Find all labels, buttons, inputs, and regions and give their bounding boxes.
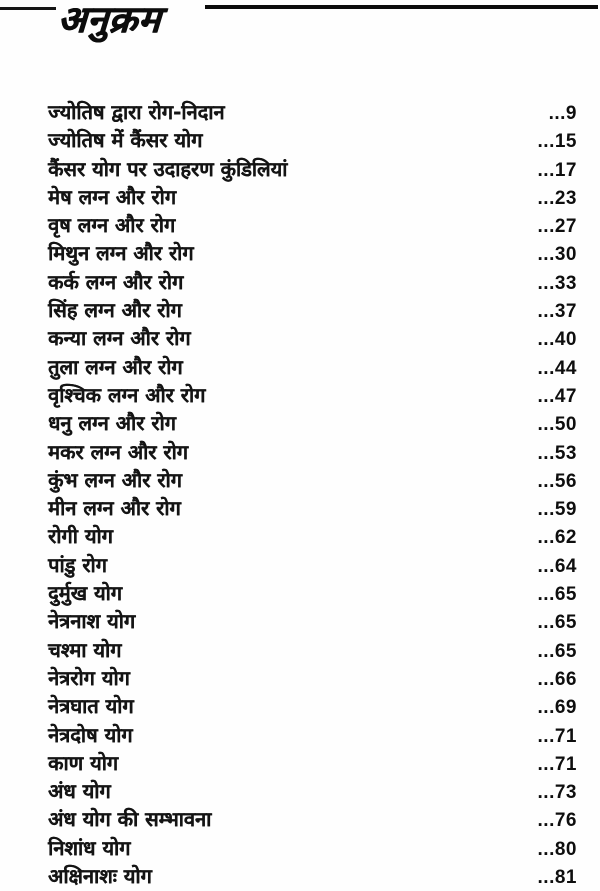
toc-entry: सिंह लग्न और रोग ...37 — [48, 297, 577, 325]
toc-entry: वृष लग्न और रोग ...27 — [48, 212, 577, 240]
toc-entry-page: ...50 — [537, 414, 577, 436]
toc-entry-label: अंध योग की सम्भावना — [48, 807, 212, 832]
toc-entry-label: चश्मा योग — [48, 637, 122, 662]
toc-entry: मीन लग्न और रोग ...59 — [48, 495, 577, 523]
toc-entry: अक्षिनाशः योग ...81 — [48, 863, 577, 891]
toc-entry-page: ...80 — [537, 838, 577, 860]
toc-entry: पांडु रोग ...64 — [48, 552, 577, 580]
toc-entry: मेष लग्न और रोग ...23 — [48, 184, 577, 212]
toc-entry: वृश्चिक लग्न और रोग ...47 — [48, 382, 577, 410]
toc-entry-page: ...59 — [537, 499, 577, 521]
toc-entry-label: वृष लग्न और रोग — [48, 213, 176, 238]
toc-entry-label: तुला लग्न और रोग — [48, 354, 183, 379]
toc-entry-label: अक्षिनाशः योग — [48, 864, 152, 889]
toc-entry-page: ...65 — [537, 584, 577, 606]
toc-list: ज्योतिष द्वारा रोग-निदान ...9 ज्योतिष मे… — [48, 99, 577, 891]
toc-entry-page: ...40 — [537, 329, 577, 351]
toc-entry-label: कन्या लग्न और रोग — [48, 326, 191, 351]
toc-entry-label: धनु लग्न और रोग — [48, 411, 176, 436]
toc-entry: नेत्रघात योग ...69 — [48, 693, 577, 721]
toc-entry-page: ...9 — [548, 103, 577, 124]
toc-entry-page: ...53 — [537, 442, 577, 464]
toc-entry-label: कर्क लग्न और रोग — [48, 269, 184, 294]
toc-entry-page: ...15 — [537, 131, 577, 153]
toc-entry-page: ...62 — [537, 527, 577, 549]
toc-entry-label: नेत्ररोग योग — [48, 665, 130, 690]
toc-entry-page: ...23 — [537, 187, 577, 209]
toc-entry-page: ...56 — [537, 470, 577, 492]
toc-entry-page: ...30 — [537, 244, 577, 266]
toc-entry-page: ...65 — [537, 612, 577, 634]
toc-entry: धनु लग्न और रोग ...50 — [48, 410, 577, 438]
toc-entry-label: सिंह लग्न और रोग — [48, 298, 182, 323]
toc-entry-label: मीन लग्न और रोग — [48, 496, 181, 521]
toc-entry-page: ...27 — [537, 216, 577, 238]
toc-entry: मकर लग्न और रोग ...53 — [48, 439, 577, 467]
toc-entry-page: ...65 — [537, 640, 577, 662]
toc-entry: नेत्ररोग योग ...66 — [48, 665, 577, 693]
toc-entry: कैंसर योग पर उदाहरण कुंडिलियां ...17 — [48, 156, 577, 184]
toc-entry: निशांध योग ...80 — [48, 835, 577, 863]
toc-entry: कर्क लग्न और रोग ...33 — [48, 269, 577, 297]
toc-entry-page: ...69 — [537, 697, 577, 719]
toc-entry-label: ज्योतिष में कैंसर योग — [48, 128, 203, 153]
toc-entry: कन्या लग्न और रोग ...40 — [48, 325, 577, 353]
toc-entry: अंध योग की सम्भावना ...76 — [48, 806, 577, 834]
toc-entry-label: नेत्रदोष योग — [48, 722, 133, 747]
toc-entry: चश्मा योग ...65 — [48, 637, 577, 665]
toc-entry-label: मेष लग्न और रोग — [48, 184, 176, 209]
toc-entry: काण योग ...71 — [48, 750, 577, 778]
toc-entry-label: काण योग — [48, 750, 119, 775]
toc-entry: नेत्रदोष योग ...71 — [48, 722, 577, 750]
toc-entry-page: ...81 — [537, 867, 577, 889]
toc-entry-page: ...64 — [537, 555, 577, 577]
toc-entry: ज्योतिष में कैंसर योग ...15 — [48, 127, 577, 155]
toc-entry-label: दुर्मुख योग — [48, 581, 122, 606]
toc-entry-label: मकर लग्न और रोग — [48, 439, 188, 464]
toc-entry-label: अंध योग — [48, 779, 111, 804]
toc-entry: दुर्मुख योग ...65 — [48, 580, 577, 608]
toc-entry-page: ...33 — [537, 272, 577, 294]
toc-entry: मिथुन लग्न और रोग ...30 — [48, 240, 577, 268]
toc-entry-label: कुंभ लग्न और रोग — [48, 467, 182, 492]
toc-entry: ज्योतिष द्वारा रोग-निदान ...9 — [48, 99, 577, 127]
toc-entry-page: ...17 — [537, 159, 577, 181]
toc-entry: रोगी योग ...62 — [48, 523, 577, 551]
page-title: अनुक्रम — [56, 0, 163, 41]
toc-entry-label: पांडु रोग — [48, 552, 107, 577]
toc-entry: नेत्रनाश योग ...65 — [48, 608, 577, 636]
toc-entry: कुंभ लग्न और रोग ...56 — [48, 467, 577, 495]
toc-entry-page: ...76 — [537, 810, 577, 832]
toc-entry-label: रोगी योग — [48, 524, 113, 549]
toc-entry-page: ...73 — [537, 782, 577, 804]
toc-entry-page: ...37 — [537, 301, 577, 323]
header-rule-right — [205, 5, 598, 9]
toc-entry-label: निशांध योग — [48, 835, 131, 860]
toc-entry-label: नेत्रघात योग — [48, 694, 134, 719]
toc-entry-page: ...71 — [537, 725, 577, 747]
toc-entry-page: ...44 — [537, 357, 577, 379]
toc-entry-label: वृश्चिक लग्न और रोग — [48, 382, 206, 407]
header-rule-left — [0, 7, 56, 10]
toc-entry-label: ज्योतिष द्वारा रोग-निदान — [48, 100, 225, 124]
toc-entry-label: कैंसर योग पर उदाहरण कुंडिलियां — [48, 156, 288, 181]
toc-entry-page: ...66 — [537, 668, 577, 690]
toc-entry-page: ...47 — [537, 385, 577, 407]
toc-entry-label: मिथुन लग्न और रोग — [48, 241, 194, 266]
toc-entry-page: ...71 — [537, 753, 577, 775]
toc-entry-label: नेत्रनाश योग — [48, 609, 136, 634]
toc-entry: अंध योग ...73 — [48, 778, 577, 806]
toc-entry: तुला लग्न और रोग ...44 — [48, 354, 577, 382]
page-header: अनुक्रम — [0, 0, 600, 60]
